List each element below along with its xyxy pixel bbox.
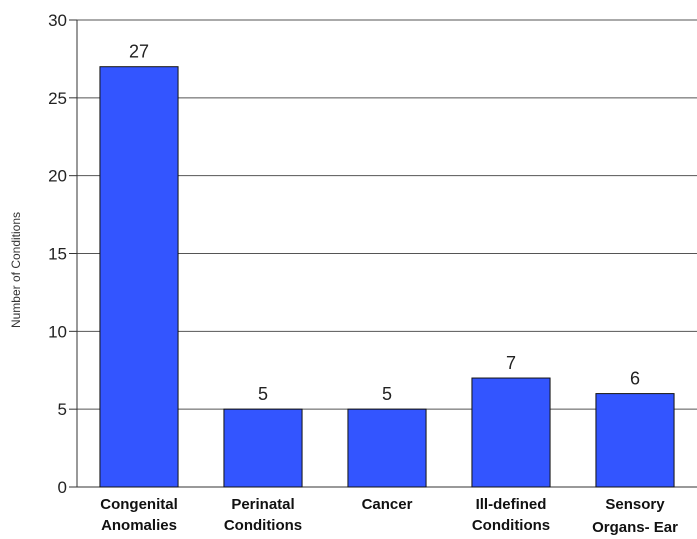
bar (99, 66, 179, 488)
data-labels: 27 5 5 7 6 (129, 42, 640, 404)
y-tick-label: 20 (48, 167, 67, 186)
y-tick-label: 15 (48, 245, 67, 264)
category-label: Ill-defined (476, 496, 547, 513)
category-label: Perinatal (231, 496, 294, 513)
category-label: Conditions (472, 517, 550, 534)
bar (223, 408, 303, 488)
category-label: Congenital (100, 496, 178, 513)
y-tick-label: 10 (48, 322, 67, 341)
data-label: 5 (258, 384, 268, 404)
y-tick-label: 5 (58, 400, 67, 419)
data-label: 27 (129, 42, 149, 62)
bar (471, 377, 551, 488)
bar (347, 408, 427, 488)
y-tick-label: 25 (48, 89, 67, 108)
bar (595, 393, 675, 488)
category-label: Cancer (362, 496, 413, 513)
category-label: Organs- Ear (592, 519, 678, 536)
category-label: Anomalies (101, 517, 177, 534)
data-label: 5 (382, 384, 392, 404)
y-tick-labels: 0 5 10 15 20 25 30 (48, 11, 67, 497)
category-labels: Congenital Anomalies Perinatal Conditions Ca… (100, 496, 678, 536)
y-tick-label: 30 (48, 11, 67, 30)
gridlines (69, 19, 697, 488)
data-label: 7 (506, 353, 516, 373)
y-axis-title: Number of Conditions (9, 212, 23, 328)
y-tick-label: 0 (58, 478, 67, 497)
bars (99, 66, 675, 488)
category-label: Sensory (605, 496, 665, 513)
category-label: Conditions (224, 517, 302, 534)
data-label: 6 (630, 369, 640, 389)
